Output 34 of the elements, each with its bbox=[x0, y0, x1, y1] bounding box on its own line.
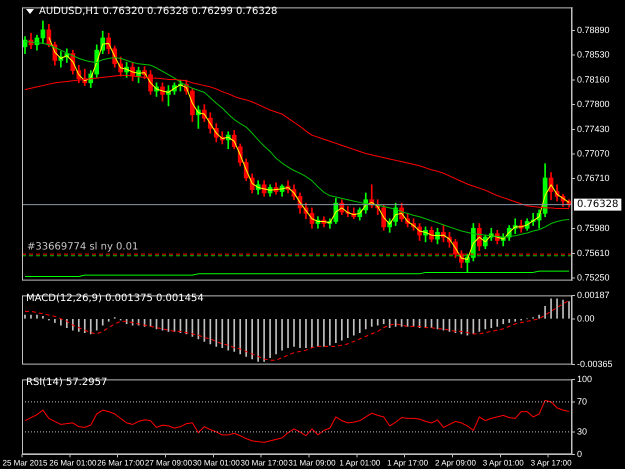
x-tick-label: 1 Apr 17:00 bbox=[387, 458, 429, 468]
y-tick-label: 0.78530 bbox=[577, 49, 610, 60]
x-tick-label: 26 Mar 17:00 bbox=[97, 458, 145, 468]
x-tick-label: 27 Mar 09:00 bbox=[144, 458, 193, 468]
ref-line-label: 0.76328 bbox=[577, 199, 618, 210]
x-tick-label: 3 Apr 17:00 bbox=[530, 458, 572, 468]
y-tick-label: 0.77430 bbox=[577, 124, 610, 134]
y-tick-label: 30 bbox=[577, 426, 588, 436]
x-tick-label: 3 Apr 01:00 bbox=[482, 458, 524, 468]
y-tick-label: 0 bbox=[577, 448, 582, 459]
ref-line-label: #33669774 sl ny 0.01 bbox=[27, 242, 138, 253]
y-tick-label: 0.75610 bbox=[577, 248, 610, 258]
chart-title: RSI(14) 57.2957 bbox=[26, 377, 108, 388]
y-tick-label: 0.76710 bbox=[577, 173, 610, 184]
x-tick-label: 2 Apr 09:00 bbox=[434, 458, 476, 468]
x-tick-label: 30 Mar 17:00 bbox=[240, 458, 288, 468]
y-tick-label: 100 bbox=[577, 374, 592, 384]
chart-title: AUDUSD,H1 0.76320 0.76328 0.76299 0.76328 bbox=[39, 6, 278, 17]
x-tick-label: 31 Mar 09:00 bbox=[288, 458, 336, 468]
chart-title: MACD(12,26,9) 0.001375 0.001454 bbox=[26, 293, 204, 304]
y-tick-label: 0.75250 bbox=[577, 272, 610, 282]
y-tick-label: 70 bbox=[577, 396, 588, 406]
y-tick-label: -0.00365 bbox=[577, 359, 613, 370]
y-tick-label: 0.00 bbox=[577, 313, 595, 324]
x-tick-label: 26 Mar 01:00 bbox=[49, 458, 97, 468]
y-tick-label: 0.77070 bbox=[577, 148, 610, 159]
y-tick-label: 0.77800 bbox=[577, 99, 610, 110]
y-tick-label: 0.78890 bbox=[577, 24, 610, 35]
x-tick-label: 1 Apr 01:00 bbox=[339, 458, 381, 468]
y-tick-label: 0.00187 bbox=[577, 290, 610, 300]
y-tick-label: 0.75980 bbox=[577, 222, 610, 233]
x-tick-label: 25 Mar 2015 bbox=[2, 458, 48, 468]
y-tick-label: 0.78160 bbox=[577, 74, 610, 85]
x-tick-label: 30 Mar 01:00 bbox=[192, 458, 240, 468]
